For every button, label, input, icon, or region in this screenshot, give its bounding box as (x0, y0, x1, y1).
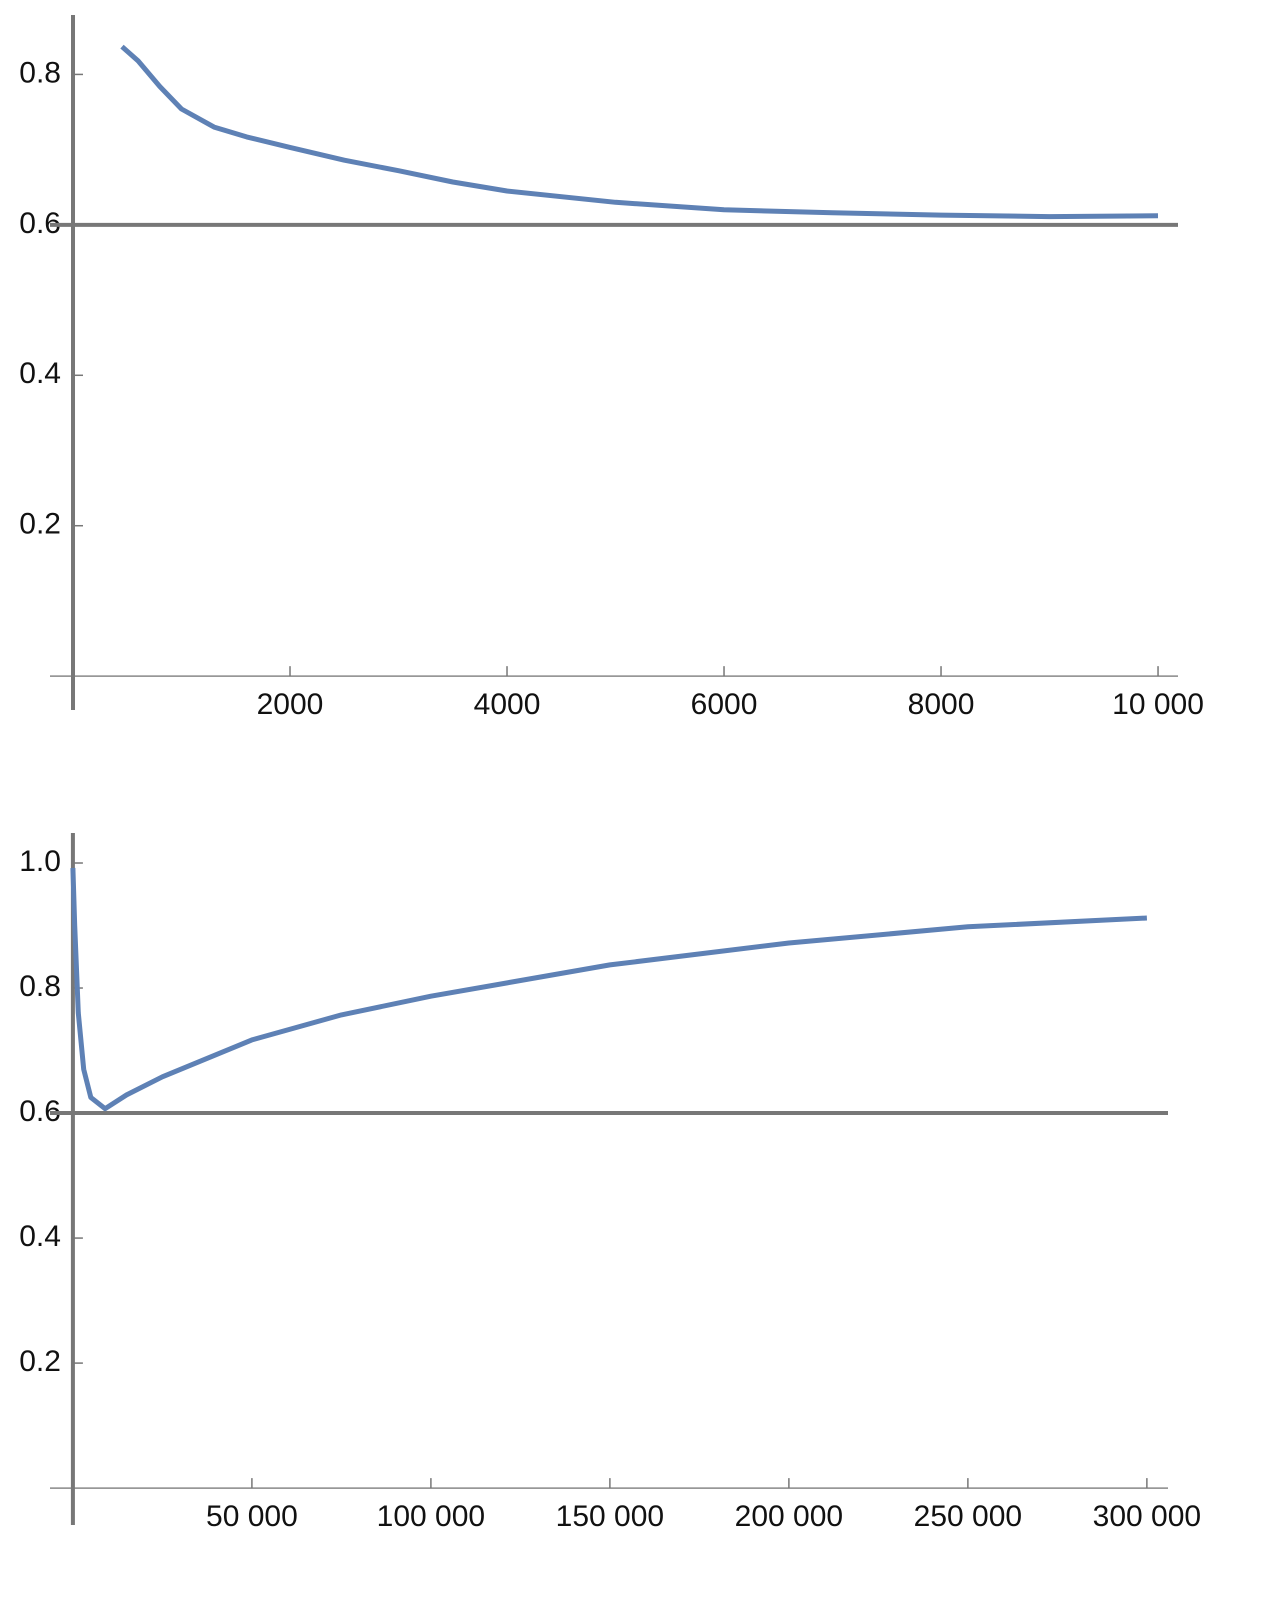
y-tick-label: 0.8 (19, 56, 61, 89)
y-tick-label: 0.2 (19, 508, 61, 541)
x-tick-label: 100 000 (377, 1500, 485, 1533)
y-tick-label: 0.4 (19, 357, 61, 390)
line-series (70, 867, 1148, 1112)
y-tick-label: 0.8 (19, 970, 61, 1003)
x-tick-label: 150 000 (556, 1500, 664, 1533)
x-tick-label: 2000 (257, 688, 324, 721)
x-tick-label: 4000 (474, 688, 541, 721)
y-tick-label: 1.0 (19, 845, 61, 878)
y-tick-label: 0.4 (19, 1220, 61, 1253)
line-series (120, 44, 1159, 220)
x-tick-label: 10 000 (1112, 688, 1204, 721)
x-tick-label: 8000 (908, 688, 975, 721)
x-tick-label: 6000 (691, 688, 758, 721)
y-tick-label: 0.2 (19, 1345, 61, 1378)
x-tick-label: 200 000 (735, 1500, 843, 1533)
x-tick-label: 300 000 (1093, 1500, 1201, 1533)
x-tick-label: 250 000 (914, 1500, 1022, 1533)
x-tick-label: 50 000 (206, 1500, 298, 1533)
